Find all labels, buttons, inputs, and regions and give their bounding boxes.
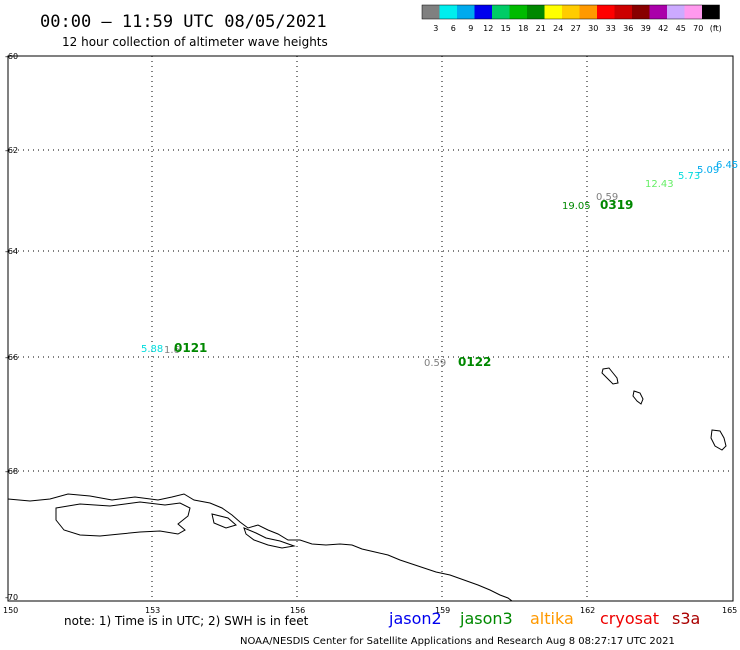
- color-scale-label: 33: [606, 24, 616, 33]
- color-scale-swatch: [509, 5, 527, 19]
- color-scale-label: 12: [483, 24, 493, 33]
- lon-label: 156: [290, 606, 305, 615]
- island-outline: [632, 390, 644, 405]
- color-scale-border: [421, 4, 720, 20]
- color-scale-swatch: [702, 5, 720, 19]
- pass-time-label: 0319: [600, 198, 633, 212]
- satellite-jason2: jason2: [388, 609, 442, 628]
- antarctic-coastline: [7, 493, 513, 602]
- color-scale-swatch: [492, 5, 510, 19]
- satellite-altika: altika: [530, 609, 574, 628]
- color-scale-label: 6: [451, 24, 456, 33]
- satellite-cryosat: cryosat: [600, 609, 659, 628]
- ice-shelf-outline: [211, 513, 238, 529]
- lat-label: -70: [5, 593, 18, 602]
- color-scale-swatch: [474, 5, 492, 19]
- color-scale-label: 3: [433, 24, 438, 33]
- satellite-jason3: jason3: [459, 609, 513, 628]
- footer-note: note: 1) Time is in UTC; 2) SWH is in fe…: [64, 614, 309, 628]
- wave-height-label: 0.59: [424, 358, 446, 369]
- color-scale-label: 30: [588, 24, 598, 33]
- color-scale-label: 21: [536, 24, 546, 33]
- color-scale-label: 45: [676, 24, 686, 33]
- lat-label: -60: [5, 52, 18, 61]
- color-scale-swatch: [562, 5, 580, 19]
- color-scale-label: (ft): [710, 24, 722, 33]
- color-scale-legend: 3 6 9 12 15 18 21 24 27 30 33 36 39 42 45 70 (ft): [421, 4, 722, 33]
- color-scale-swatch: [422, 5, 440, 19]
- graticule: [8, 56, 733, 601]
- color-scale-swatch: [439, 5, 457, 19]
- color-scale-swatch: [579, 5, 597, 19]
- island-outline: [710, 429, 727, 451]
- wave-height-label: 12.43: [645, 179, 674, 190]
- color-scale-label: 36: [623, 24, 633, 33]
- lon-label: 159: [435, 606, 450, 615]
- island-outline: [601, 367, 619, 385]
- wave-height-label: 0.59: [596, 192, 618, 203]
- lat-label: -66: [5, 353, 18, 362]
- wave-height-label: 5.88: [141, 344, 163, 355]
- map-frame: [7, 55, 734, 602]
- color-scale-swatch: [684, 5, 702, 19]
- color-scale-label: 70: [693, 24, 703, 33]
- color-scale-label: 24: [553, 24, 563, 33]
- pass-time-label: 0121: [174, 341, 207, 355]
- color-scale-label: 39: [641, 24, 651, 33]
- ice-shelf-outline: [55, 501, 191, 537]
- lat-label: -64: [5, 247, 18, 256]
- lat-label: -62: [5, 146, 18, 155]
- wave-height-label: 1.6: [164, 345, 180, 356]
- lon-label: 150: [3, 606, 18, 615]
- color-scale-swatch: [597, 5, 615, 19]
- color-scale-swatch: [667, 5, 685, 19]
- lon-label: 153: [145, 606, 160, 615]
- color-scale-label: 18: [518, 24, 528, 33]
- credit-line: NOAA/NESDIS Center for Satellite Applica…: [240, 636, 675, 647]
- color-scale-swatch: [649, 5, 667, 19]
- wave-height-label: 6.45: [716, 160, 738, 171]
- lon-label: 165: [722, 606, 737, 615]
- satellite-s3a: s3a: [672, 609, 700, 628]
- lon-label: 162: [580, 606, 595, 615]
- wave-height-label: 19.05: [562, 201, 591, 212]
- wave-height-label: 5.09: [697, 165, 719, 176]
- color-scale-label: 15: [501, 24, 511, 33]
- lat-label: -68: [5, 467, 18, 476]
- color-scale-swatch: [632, 5, 650, 19]
- pass-time-label: 0122: [458, 355, 491, 369]
- wave-height-label: 5.73: [678, 171, 700, 182]
- color-scale-label: 42: [658, 24, 668, 33]
- ice-shelf-outline: [243, 527, 296, 549]
- color-scale-label: 27: [571, 24, 581, 33]
- map-subtitle: 12 hour collection of altimeter wave hei…: [62, 35, 328, 49]
- map-title: 00:00 – 11:59 UTC 08/05/2021: [40, 12, 327, 32]
- color-scale-swatch: [614, 5, 632, 19]
- color-scale-swatch: [457, 5, 475, 19]
- color-scale-swatch: [527, 5, 545, 19]
- color-scale-swatch: [544, 5, 562, 19]
- color-scale-label: 9: [468, 24, 473, 33]
